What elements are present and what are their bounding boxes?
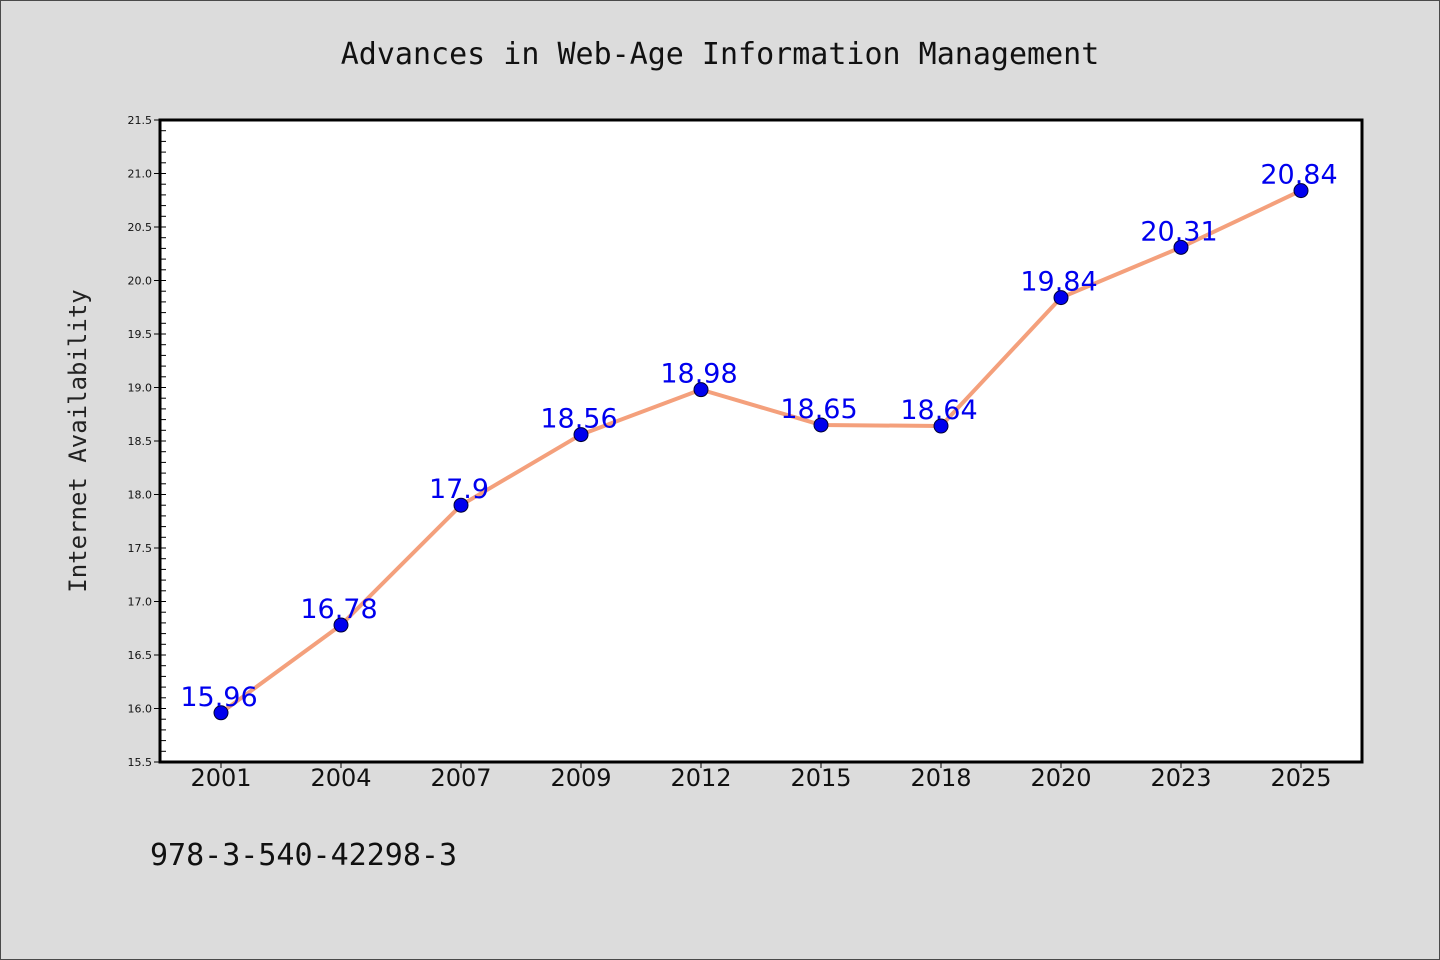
data-label: 18.64 bbox=[900, 395, 977, 426]
y-minor-ticks bbox=[160, 119, 166, 763]
isbn-footer: 978-3-540-42298-3 bbox=[150, 838, 457, 873]
y-tick-label: 19.5 bbox=[128, 328, 153, 341]
y-tick-label: 16.0 bbox=[128, 703, 153, 716]
x-tick-label: 2007 bbox=[430, 764, 491, 792]
data-point bbox=[213, 705, 229, 721]
y-tick-label: 19.0 bbox=[128, 382, 153, 395]
series-layer bbox=[213, 183, 1309, 721]
data-label: 19.84 bbox=[1020, 267, 1097, 298]
y-tick-label: 15.5 bbox=[128, 756, 153, 769]
x-tick-label: 2001 bbox=[190, 764, 251, 792]
y-tick-label: 20.5 bbox=[128, 221, 153, 234]
x-tick-label: 2023 bbox=[1150, 764, 1211, 792]
data-label: 20.31 bbox=[1140, 216, 1217, 247]
series-line bbox=[219, 188, 1302, 715]
chart-title: Advances in Web-Age Information Manageme… bbox=[341, 37, 1100, 72]
data-point bbox=[453, 497, 469, 513]
y-tick-label: 18.0 bbox=[128, 489, 153, 502]
y-tick-label: 17.5 bbox=[128, 542, 153, 555]
data-label: 18.98 bbox=[660, 359, 737, 390]
y-tick-label: 16.5 bbox=[128, 649, 153, 662]
data-point bbox=[1173, 239, 1189, 255]
data-point bbox=[1293, 183, 1309, 199]
data-point bbox=[813, 417, 829, 433]
data-point bbox=[1053, 290, 1069, 306]
x-tick-label: 2012 bbox=[670, 764, 731, 792]
data-labels-layer: 15.96 16.78 17.9 18.56 18.98 18.65 18.64 19.84 2… bbox=[180, 160, 1337, 713]
data-label: 20.84 bbox=[1260, 160, 1337, 191]
x-tick-label: 2025 bbox=[1270, 764, 1331, 792]
y-axis-ticks: 15.5 16.0 16.5 17.0 17.5 18.0 18.5 19.0 19.5 20.0… bbox=[128, 114, 160, 769]
x-tick-label: 2015 bbox=[790, 764, 851, 792]
x-axis-ticks: 2001 2004 2007 2009 2012 2015 2018 2020 2023 2025 bbox=[190, 762, 1332, 792]
x-tick-label: 2004 bbox=[310, 764, 371, 792]
x-tick-label: 2020 bbox=[1030, 764, 1091, 792]
y-axis-label: Internet Availability bbox=[64, 289, 92, 592]
data-point bbox=[933, 418, 949, 434]
data-label: 18.56 bbox=[540, 404, 617, 435]
data-label: 16.78 bbox=[300, 594, 377, 625]
data-label: 18.65 bbox=[780, 394, 857, 425]
data-point bbox=[333, 617, 349, 633]
data-label: 15.96 bbox=[180, 682, 257, 713]
data-point bbox=[573, 427, 589, 443]
y-tick-label: 17.0 bbox=[128, 596, 153, 609]
y-tick-label: 21.5 bbox=[128, 114, 153, 127]
y-tick-label: 18.5 bbox=[128, 435, 153, 448]
y-tick-label: 21.0 bbox=[128, 168, 153, 181]
y-tick-label: 20.0 bbox=[128, 275, 153, 288]
x-tick-label: 2018 bbox=[910, 764, 971, 792]
plot-area bbox=[158, 118, 1364, 764]
x-tick-label: 2009 bbox=[550, 764, 611, 792]
data-point bbox=[693, 382, 709, 398]
data-label: 17.9 bbox=[429, 474, 489, 505]
